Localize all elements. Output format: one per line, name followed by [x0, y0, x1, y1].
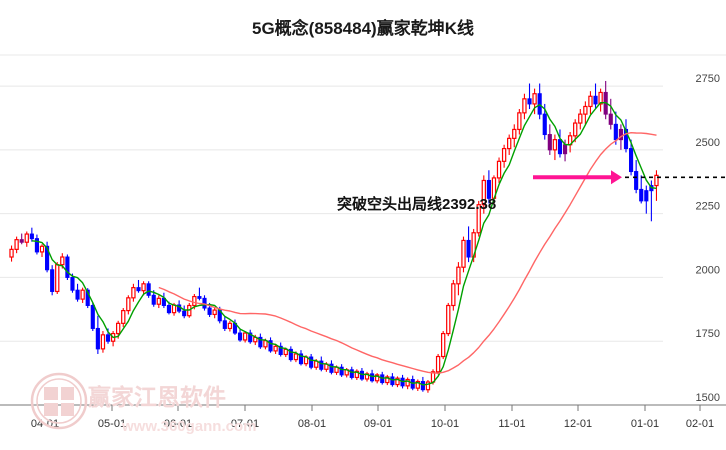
svg-text:01-01: 01-01	[631, 418, 659, 430]
level-line-layer	[533, 170, 726, 185]
breakout-level-annotation: 突破空头出局线2392.38	[337, 196, 497, 213]
svg-text:1500: 1500	[696, 392, 720, 404]
svg-text:2250: 2250	[696, 201, 720, 213]
grid-lines	[0, 54, 726, 411]
svg-text:02-01: 02-01	[686, 418, 714, 430]
svg-text:1750: 1750	[696, 328, 720, 340]
svg-text:2000: 2000	[696, 264, 720, 276]
svg-text:09-01: 09-01	[364, 418, 392, 430]
moving-average-layer	[31, 102, 657, 386]
watermark-brand: 赢家江恩软件	[88, 384, 226, 410]
watermark-logo-icon	[30, 372, 88, 430]
watermark-url: www.360gann.com	[122, 418, 257, 435]
svg-text:08-01: 08-01	[298, 418, 326, 430]
svg-text:06-01: 06-01	[164, 418, 192, 430]
svg-text:10-01: 10-01	[431, 418, 459, 430]
svg-text:11-01: 11-01	[498, 418, 525, 430]
svg-text:07-01: 07-01	[231, 418, 259, 430]
svg-text:12-01: 12-01	[564, 418, 592, 430]
svg-text:05-01: 05-01	[98, 418, 126, 430]
y-axis-labels: 2750 2500 2250 2000 1750 1500	[696, 73, 720, 404]
x-axis-labels: 04-01 05-01 06-01 07-01 08-01 09-01 10-01 11-01…	[31, 418, 714, 430]
page-title: 5G概念(858484)赢家乾坤K线	[251, 19, 474, 38]
svg-text:2750: 2750	[696, 73, 720, 85]
candles-layer	[9, 80, 659, 393]
svg-text:2500: 2500	[696, 137, 720, 149]
